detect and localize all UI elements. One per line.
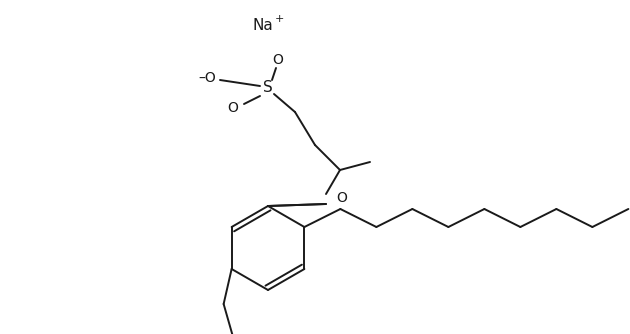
- Text: S: S: [263, 80, 273, 96]
- Text: –O: –O: [198, 71, 216, 85]
- Text: +: +: [275, 14, 284, 24]
- Text: O: O: [336, 191, 347, 205]
- Text: O: O: [227, 101, 238, 115]
- Text: O: O: [273, 53, 284, 67]
- Text: Na: Na: [252, 18, 273, 33]
